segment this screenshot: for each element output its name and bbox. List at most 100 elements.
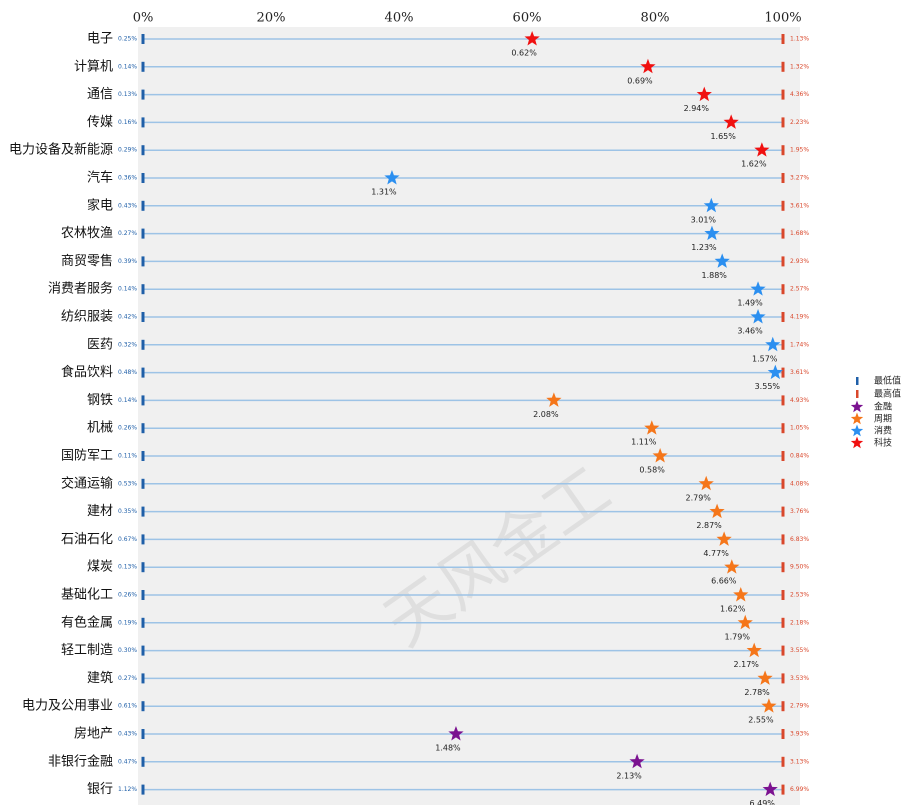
max-label: 3.76% [790, 508, 809, 515]
min-label: 0.27% [118, 230, 137, 237]
max-marker [781, 395, 785, 406]
max-marker [781, 729, 785, 739]
star [737, 614, 753, 630]
category-label: 房地产 [74, 726, 113, 742]
min-marker [141, 617, 145, 628]
max-marker [781, 145, 785, 156]
legend-star [850, 400, 864, 413]
star [696, 86, 712, 102]
max-label: 1.32% [790, 63, 809, 70]
star [704, 225, 720, 241]
star [644, 420, 660, 435]
min-label: 0.35% [118, 508, 137, 515]
max-marker [781, 701, 785, 712]
min-label: 0.39% [118, 258, 137, 265]
min-label: 0.67% [118, 536, 137, 543]
min-marker [141, 784, 145, 795]
min-label: 0.43% [118, 731, 137, 738]
min-label: 0.14% [118, 286, 137, 293]
category-label: 石油石化 [61, 532, 113, 547]
max-marker [781, 590, 785, 600]
value-label: 2.87% [696, 521, 722, 530]
value-label: 2.17% [733, 660, 759, 669]
min-marker [141, 645, 145, 656]
min-marker [141, 34, 145, 44]
star [754, 142, 770, 157]
max-label: 4.08% [790, 480, 809, 487]
max-marker [781, 173, 785, 183]
min-marker [141, 506, 145, 517]
category-label: 非银行金融 [48, 753, 113, 769]
star [448, 726, 464, 741]
category-label: 计算机 [74, 59, 113, 74]
category-label: 机械 [87, 421, 113, 436]
min-marker [141, 701, 145, 712]
star [723, 114, 739, 129]
max-marker [781, 312, 785, 322]
category-label: 纺织服装 [61, 310, 113, 325]
x-tick-label: 40% [385, 11, 414, 26]
category-label: 交通运输 [61, 475, 113, 491]
star [733, 587, 749, 602]
star [714, 253, 730, 268]
plot-background [138, 27, 800, 805]
value-label: 6.49% [749, 799, 775, 805]
min-marker [141, 395, 145, 406]
min-label: 0.43% [118, 202, 137, 209]
max-marker [781, 61, 785, 72]
legend-min-swatch [856, 377, 859, 385]
star [709, 503, 725, 519]
min-marker [141, 534, 145, 545]
min-marker [141, 145, 145, 156]
max-label: 3.93% [790, 731, 809, 738]
max-marker [781, 784, 785, 795]
max-label: 3.53% [790, 675, 809, 682]
value-label: 2.55% [748, 716, 774, 725]
max-label: 3.61% [790, 369, 809, 376]
value-label: 1.11% [631, 438, 657, 447]
value-label: 1.62% [741, 160, 767, 169]
category-label: 有色金属 [61, 614, 113, 630]
legend-label: 消费 [874, 425, 892, 437]
max-marker [781, 756, 785, 767]
category-label: 电力及公用事业 [22, 699, 113, 714]
min-label: 0.13% [118, 91, 137, 98]
star [698, 475, 714, 491]
x-tick-label: 100% [764, 11, 801, 26]
value-label: 1.62% [720, 605, 746, 614]
max-marker [781, 478, 785, 489]
min-label: 0.26% [118, 592, 137, 599]
max-marker [781, 34, 785, 44]
max-marker [781, 256, 785, 267]
star [750, 281, 766, 296]
category-label: 商贸零售 [61, 253, 113, 269]
max-marker [781, 617, 785, 628]
min-label: 0.26% [118, 425, 137, 432]
min-marker [141, 200, 145, 211]
min-label: 0.29% [118, 147, 137, 154]
max-label: 4.36% [790, 91, 809, 98]
min-marker [141, 423, 145, 434]
max-label: 4.19% [790, 314, 809, 321]
min-marker [141, 673, 145, 684]
min-label: 0.53% [118, 480, 137, 487]
star [724, 559, 740, 574]
max-marker [781, 200, 785, 211]
category-label: 建材 [87, 504, 113, 519]
max-marker [781, 367, 785, 378]
max-label: 1.74% [790, 341, 809, 348]
min-label: 1.12% [118, 786, 137, 793]
max-label: 1.05% [790, 425, 809, 432]
star [524, 31, 540, 46]
min-label: 0.13% [118, 564, 137, 571]
category-label: 家电 [87, 197, 113, 213]
category-label: 农林牧渔 [61, 226, 113, 241]
max-label: 4.93% [790, 397, 809, 404]
min-label: 0.32% [118, 341, 137, 348]
max-label: 2.18% [790, 619, 809, 626]
min-label: 0.11% [118, 453, 137, 460]
x-tick-label: 0% [133, 11, 154, 26]
min-label: 0.36% [118, 175, 137, 182]
value-label: 0.58% [639, 466, 665, 475]
